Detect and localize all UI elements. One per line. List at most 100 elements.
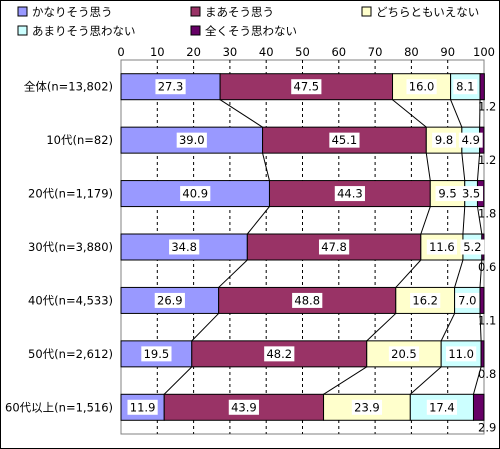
value-label-kanari-1: 39.0 bbox=[179, 133, 205, 147]
series-line-amari-1 bbox=[476, 153, 481, 181]
value-label-bg-amari-0 bbox=[453, 79, 478, 95]
value-label-amari-3: 5.2 bbox=[463, 240, 481, 254]
value-label-maa-5: 48.2 bbox=[266, 347, 292, 361]
x-tick-label-100: 100 bbox=[473, 45, 495, 59]
series-line-kanari-1 bbox=[262, 153, 270, 181]
value-label-bg-kanari-2 bbox=[180, 186, 211, 202]
legend-swatch-mattaku bbox=[190, 25, 201, 36]
value-label-dochira-0: 16.0 bbox=[409, 80, 435, 94]
series-line-dochira-3 bbox=[454, 259, 464, 288]
x-tick-label-0: 0 bbox=[117, 45, 124, 59]
legend-label-amari: あまりそう思わない bbox=[32, 24, 136, 38]
value-label-maa-4: 48.8 bbox=[294, 293, 320, 307]
series-line-maa-4 bbox=[366, 313, 397, 342]
value-label-bg-dochira-0 bbox=[406, 79, 437, 95]
value-label-mattaku-2: 1.8 bbox=[478, 207, 496, 221]
value-label-amari-0: 8.1 bbox=[456, 80, 474, 94]
series-line-maa-5 bbox=[323, 366, 368, 395]
value-label-dochira-6: 23.9 bbox=[354, 400, 380, 414]
value-label-mattaku-0: 1.2 bbox=[478, 100, 496, 114]
bar-segment-mattaku-4 bbox=[479, 286, 485, 314]
value-label-bg-dochira-6 bbox=[351, 399, 383, 415]
series-line-kanari-0 bbox=[219, 99, 263, 128]
series-line-amari-2 bbox=[476, 206, 483, 235]
legend-label-mattaku: 全くそう思わない bbox=[205, 24, 297, 38]
value-label-bg-amari-5 bbox=[446, 346, 477, 362]
bar-segment-mattaku-0 bbox=[479, 73, 485, 101]
series-line-dochira-1 bbox=[461, 153, 466, 181]
legend-label-dochira: どちらともいえない bbox=[376, 5, 479, 19]
series-line-kanari-5 bbox=[163, 366, 193, 395]
value-label-bg-amari-2 bbox=[459, 186, 484, 202]
series-line-dochira-5 bbox=[409, 366, 442, 395]
value-label-bg-amari-3 bbox=[460, 239, 485, 255]
value-label-bg-amari-1 bbox=[458, 132, 483, 148]
category-label-0: 全体(n=13,802) bbox=[24, 80, 113, 94]
value-label-dochira-3: 11.6 bbox=[429, 240, 455, 254]
value-label-kanari-3: 34.8 bbox=[171, 240, 197, 254]
bar-segment-mattaku-6 bbox=[472, 393, 485, 421]
x-tick-label-90: 90 bbox=[440, 45, 455, 59]
series-line-amari-4 bbox=[479, 313, 482, 341]
legend-label-kanari: かなりそう思う bbox=[32, 5, 113, 19]
x-tick-label-50: 50 bbox=[295, 45, 310, 59]
legend-swatch-kanari bbox=[17, 6, 28, 17]
value-label-mattaku-4: 1.1 bbox=[478, 313, 496, 327]
value-label-mattaku-1: 1.2 bbox=[478, 153, 496, 167]
value-label-bg-dochira-2 bbox=[435, 186, 460, 202]
series-line-maa-2 bbox=[420, 206, 431, 235]
value-label-amari-2: 3.5 bbox=[462, 187, 480, 201]
value-label-bg-maa-3 bbox=[318, 239, 350, 255]
value-label-bg-amari-4 bbox=[455, 292, 480, 308]
value-label-dochira-2: 9.5 bbox=[438, 187, 456, 201]
series-line-dochira-4 bbox=[440, 313, 456, 342]
value-label-amari-1: 4.9 bbox=[462, 133, 480, 147]
category-label-1: 10代(n=82) bbox=[46, 133, 113, 147]
value-label-maa-2: 44.3 bbox=[337, 187, 363, 201]
category-label-6: 60代以上(n=1,516) bbox=[5, 400, 113, 414]
value-label-bg-amari-6 bbox=[426, 399, 457, 415]
value-label-bg-maa-0 bbox=[291, 79, 322, 95]
series-line-maa-3 bbox=[395, 259, 422, 288]
value-label-amari-5: 11.0 bbox=[448, 347, 474, 361]
value-label-bg-maa-5 bbox=[264, 346, 295, 362]
legend-label-maa: まあそう思う bbox=[205, 5, 274, 19]
value-label-bg-kanari-5 bbox=[141, 346, 172, 362]
legend-swatch-dochira bbox=[361, 6, 372, 17]
value-label-maa-0: 47.5 bbox=[294, 80, 320, 94]
value-label-bg-kanari-0 bbox=[155, 79, 186, 95]
value-label-mattaku-5: 0.8 bbox=[478, 367, 496, 381]
value-label-dochira-5: 20.5 bbox=[391, 347, 417, 361]
value-label-bg-maa-1 bbox=[329, 132, 360, 148]
x-tick-label-10: 10 bbox=[150, 45, 165, 59]
series-line-maa-1 bbox=[425, 153, 431, 181]
value-label-dochira-1: 9.8 bbox=[435, 133, 453, 147]
series-line-amari-3 bbox=[479, 259, 483, 288]
value-label-maa-1: 45.1 bbox=[332, 133, 358, 147]
legend-swatch-amari bbox=[17, 25, 28, 36]
category-label-4: 40代(n=4,533) bbox=[28, 293, 113, 307]
value-label-bg-dochira-1 bbox=[432, 132, 457, 148]
value-label-bg-dochira-5 bbox=[388, 346, 420, 362]
value-label-dochira-4: 16.2 bbox=[412, 293, 438, 307]
value-label-bg-kanari-3 bbox=[169, 239, 200, 255]
value-label-amari-6: 17.4 bbox=[429, 400, 455, 414]
value-label-bg-kanari-4 bbox=[154, 292, 185, 308]
value-label-bg-kanari-1 bbox=[176, 132, 207, 148]
x-tick-label-60: 60 bbox=[331, 45, 346, 59]
value-label-bg-maa-4 bbox=[292, 292, 323, 308]
value-label-bg-maa-6 bbox=[228, 399, 259, 415]
value-label-mattaku-3: 0.6 bbox=[478, 260, 496, 274]
value-label-maa-3: 47.8 bbox=[321, 240, 347, 254]
value-label-amari-4: 7.0 bbox=[458, 293, 476, 307]
bar-segment-mattaku-5 bbox=[480, 340, 485, 368]
series-line-amari-5 bbox=[472, 366, 482, 395]
x-tick-label-30: 30 bbox=[223, 45, 238, 59]
value-label-kanari-0: 27.3 bbox=[158, 80, 184, 94]
value-label-bg-dochira-4 bbox=[410, 292, 441, 308]
legend-swatch-maa bbox=[190, 6, 201, 17]
x-tick-label-20: 20 bbox=[186, 45, 201, 59]
value-label-kanari-5: 19.5 bbox=[144, 347, 170, 361]
x-tick-label-40: 40 bbox=[259, 45, 274, 59]
